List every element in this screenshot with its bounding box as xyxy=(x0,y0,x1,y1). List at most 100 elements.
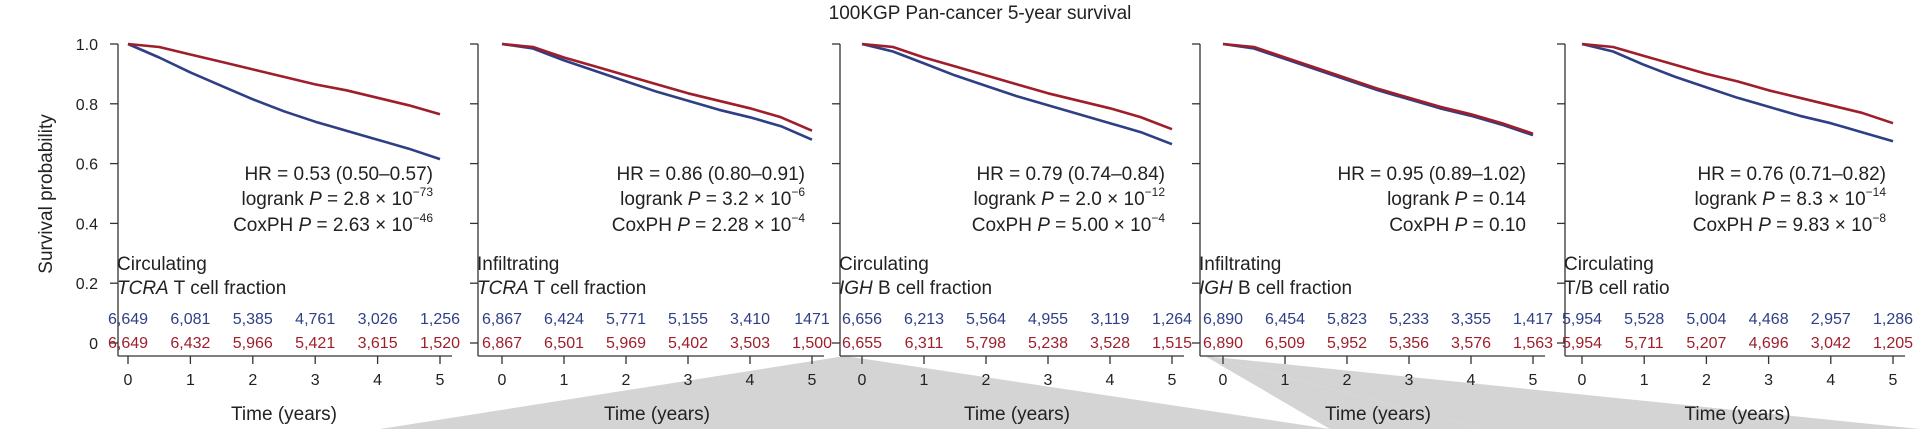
risk-low-value: 6,656 xyxy=(842,311,882,328)
risk-high-value: 3,528 xyxy=(1090,335,1130,352)
risk-low-value: 1471 xyxy=(794,311,830,328)
x-tick-label: 0 xyxy=(124,372,133,389)
panel-label-line1: Infiltrating xyxy=(1199,254,1281,275)
risk-high-value: 5,954 xyxy=(1562,335,1602,352)
risk-high-value: 5,207 xyxy=(1686,335,1726,352)
risk-high-value: 5,711 xyxy=(1625,335,1664,352)
risk-low-value: 1,286 xyxy=(1873,311,1913,328)
y-tick-label: 0.8 xyxy=(76,97,98,114)
survival-curve-high xyxy=(1581,42,1894,125)
logrank-p-text: logrank P = 2.0 × 10−12 xyxy=(973,185,1165,210)
x-tick-label: 0 xyxy=(858,372,867,389)
x-tick-label: 2 xyxy=(248,372,257,389)
x-tick-label: 5 xyxy=(1529,372,1538,389)
x-axis-label: Time (years) xyxy=(1685,404,1791,425)
risk-high-value: 6,649 xyxy=(108,335,148,352)
risk-low-value: 3,355 xyxy=(1451,311,1491,328)
risk-high-value: 5,238 xyxy=(1028,335,1068,352)
figure-title: 100KGP Pan-cancer 5-year survival xyxy=(829,3,1132,24)
y-tick-label: 0.2 xyxy=(76,276,98,293)
x-tick-label: 3 xyxy=(311,372,320,389)
x-tick-label: 0 xyxy=(1578,372,1587,389)
survival-curve-high xyxy=(861,42,1173,131)
x-tick-label: 2 xyxy=(982,372,991,389)
x-tick-label: 4 xyxy=(1106,372,1115,389)
risk-high-value: 6,867 xyxy=(482,335,522,352)
logrank-p-text: logrank P = 2.8 × 10−73 xyxy=(241,185,433,210)
x-tick-label: 4 xyxy=(373,372,382,389)
x-tick-label: 0 xyxy=(498,372,507,389)
y-tick-label: 0.6 xyxy=(76,157,98,174)
risk-low-value: 6,081 xyxy=(170,311,210,328)
risk-low-value: 5,385 xyxy=(233,311,273,328)
coxph-p-text: CoxPH P = 9.83 × 10−8 xyxy=(1693,211,1887,236)
risk-low-value: 6,454 xyxy=(1265,311,1305,328)
panel-3: 0 1 2 3 4 5 Time (years) HR = 0.79 (0.74–0.84)l… xyxy=(832,42,1192,425)
logrank-p-text: logrank P = 3.2 × 10−6 xyxy=(620,185,805,210)
survival-curve-low xyxy=(127,42,441,161)
risk-high-value: 1,563 xyxy=(1513,335,1553,352)
risk-low-value: 6,424 xyxy=(544,311,584,328)
x-tick-label: 1 xyxy=(560,372,569,389)
risk-high-value: 5,966 xyxy=(233,335,273,352)
risk-high-value: 5,952 xyxy=(1327,335,1367,352)
panel-label-line2: T/B cell ratio xyxy=(1564,278,1670,299)
x-axis-label: Time (years) xyxy=(604,404,710,425)
x-tick-label: 1 xyxy=(186,372,195,389)
y-tick-label: 0.4 xyxy=(76,216,98,233)
hr-text: HR = 0.86 (0.80–0.91) xyxy=(616,164,805,185)
risk-low-value: 3,119 xyxy=(1091,311,1130,328)
risk-low-value: 5,155 xyxy=(668,311,708,328)
hr-text: HR = 0.79 (0.74–0.84) xyxy=(976,164,1165,185)
risk-high-value: 3,503 xyxy=(730,335,770,352)
x-tick-label: 5 xyxy=(436,372,445,389)
coxph-p-text: CoxPH P = 2.63 × 10−46 xyxy=(233,211,433,236)
risk-high-value: 1,515 xyxy=(1152,335,1192,352)
risk-high-value: 6,311 xyxy=(905,335,944,352)
x-tick-label: 4 xyxy=(1467,372,1476,389)
risk-high-value: 6,655 xyxy=(842,335,882,352)
risk-high-value: 6,890 xyxy=(1203,335,1243,352)
panel-label-line2: TCRA T cell fraction xyxy=(477,278,646,299)
risk-high-value: 4,696 xyxy=(1749,335,1789,352)
panel-5: 0 1 2 3 4 5 Time (years) HR = 0.76 (0.71–0.82)l… xyxy=(1557,42,1913,425)
y-axis-label: Survival probability xyxy=(36,114,57,274)
risk-low-value: 1,264 xyxy=(1152,311,1192,328)
survival-curve-high xyxy=(501,42,813,132)
x-tick-label: 3 xyxy=(1405,372,1414,389)
x-tick-label: 1 xyxy=(1640,372,1649,389)
x-tick-label: 0 xyxy=(1219,372,1228,389)
risk-high-value: 6,501 xyxy=(544,335,584,352)
risk-low-value: 4,468 xyxy=(1749,311,1789,328)
risk-low-value: 5,823 xyxy=(1327,311,1367,328)
panel-label-line2: TCRA T cell fraction xyxy=(117,278,286,299)
risk-low-value: 5,233 xyxy=(1389,311,1429,328)
x-tick-label: 3 xyxy=(1044,372,1053,389)
risk-high-value: 3,615 xyxy=(358,335,398,352)
risk-low-value: 3,026 xyxy=(358,311,398,328)
risk-low-value: 5,771 xyxy=(606,311,646,328)
risk-low-value: 1,417 xyxy=(1513,311,1553,328)
risk-low-value: 5,528 xyxy=(1624,311,1664,328)
coxph-p-text: CoxPH P = 0.10 xyxy=(1389,215,1526,236)
survival-curve-low xyxy=(501,42,813,141)
risk-high-value: 6,509 xyxy=(1265,335,1305,352)
x-tick-label: 5 xyxy=(1168,372,1177,389)
logrank-p-text: logrank P = 0.14 xyxy=(1387,189,1526,210)
risk-low-value: 6,867 xyxy=(482,311,522,328)
survival-curve-low xyxy=(861,42,1173,146)
panel-label-line1: Circulating xyxy=(1564,254,1654,275)
x-tick-label: 5 xyxy=(1889,372,1898,389)
x-axis-label: Time (years) xyxy=(231,404,337,425)
y-tick-label: 0 xyxy=(89,336,98,353)
risk-low-value: 1,256 xyxy=(420,311,460,328)
risk-high-value: 5,356 xyxy=(1389,335,1429,352)
panel-4: 0 1 2 3 4 5 Time (years) HR = 0.95 (0.89–1.02) l… xyxy=(1192,42,1553,425)
panel-label-line2: IGH B cell fraction xyxy=(1199,278,1352,299)
risk-low-value: 4,955 xyxy=(1028,311,1068,328)
survival-curve-low xyxy=(1581,42,1894,143)
risk-low-value: 4,761 xyxy=(295,311,335,328)
panel-label-line1: Circulating xyxy=(117,254,207,275)
zoom-wedge-left xyxy=(380,356,1330,429)
